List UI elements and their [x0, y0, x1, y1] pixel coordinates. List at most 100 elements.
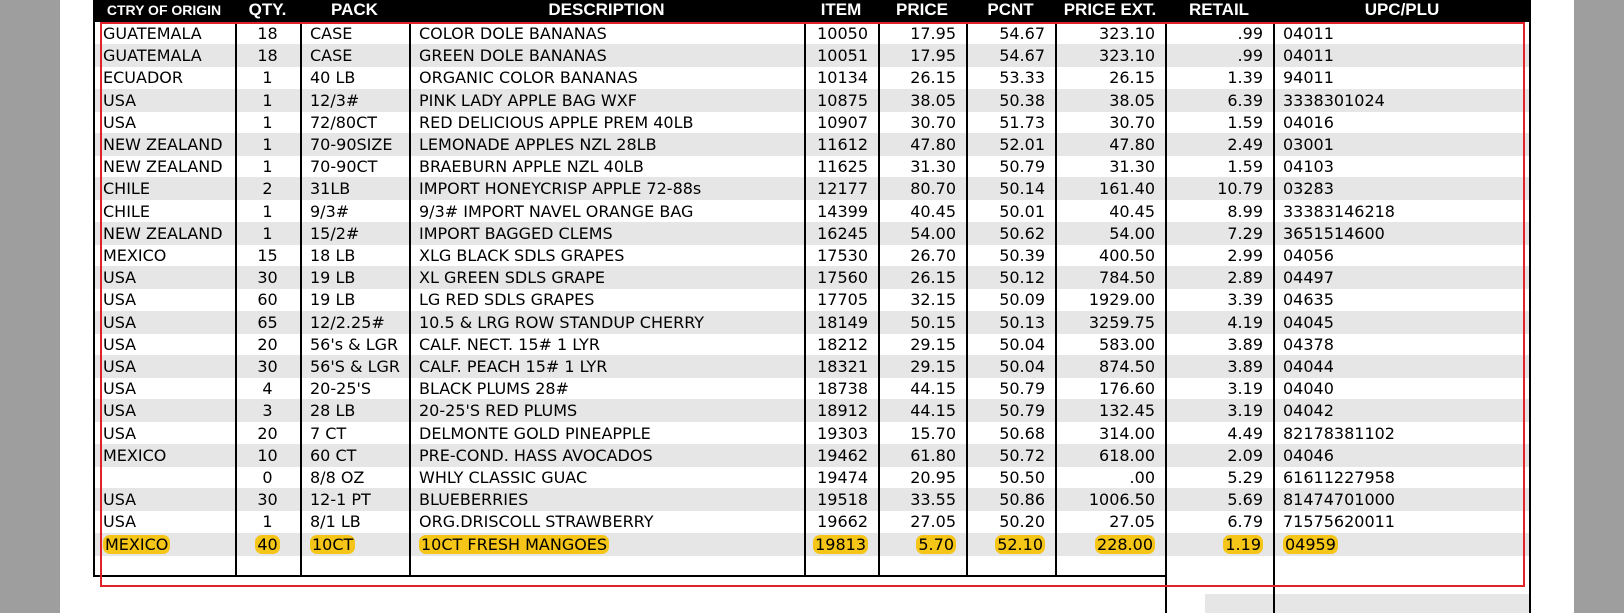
cell-text: USA	[103, 490, 137, 510]
cell-text: 50.86	[999, 490, 1045, 510]
cell-description: XL GREEN SDLS GRAPE	[419, 266, 804, 289]
cell-text: 18321	[817, 357, 868, 376]
cell-price: 26.15	[878, 266, 956, 289]
cell-retail: 5.69	[1165, 488, 1263, 511]
cell-price: 44.15	[878, 399, 956, 422]
cell-text: 19662	[817, 512, 868, 532]
cell-text: 132.45	[1099, 401, 1155, 421]
cell-text: 19 LB	[310, 290, 356, 310]
cell-text: 2	[262, 179, 273, 199]
cell-pcnt: 50.04	[966, 355, 1045, 378]
table-row: NEW ZEALAND 1 70-90CT BRAEBURN APPLE NZL 40…	[93, 155, 1531, 178]
column-divider	[1529, 0, 1531, 613]
cell-item: 19474	[804, 466, 868, 489]
table-row: ECUADOR 1 40 LB ORGANIC COLOR BANANAS 10134 2…	[93, 66, 1531, 89]
cell-item: 16245	[804, 222, 868, 245]
cell-pack: 19 LB	[310, 266, 409, 289]
cell-price: 38.05	[878, 89, 956, 112]
cell-pcnt: 50.50	[966, 466, 1045, 489]
table-row: USA 30 19 LB XL GREEN SDLS GRAPE 17560 26.15 5…	[93, 266, 1531, 290]
cell-origin: NEW ZEALAND	[103, 133, 235, 156]
cell-origin: MEXICO	[103, 533, 235, 556]
table-row: USA 30 56'S & LGR CALF. PEACH 15# 1 LYR 1832…	[93, 355, 1531, 378]
cell-upc: 04044	[1283, 355, 1531, 378]
cell-text: 80.70	[910, 179, 956, 199]
cell-text: 19813	[813, 534, 868, 554]
cell-origin: GUATEMALA	[103, 22, 235, 45]
cell-upc: 04378	[1283, 333, 1531, 356]
cell-qty: 10	[235, 444, 300, 467]
cell-price-ext: 27.05	[1055, 510, 1155, 533]
table-row: USA 65 12/2.25# 10.5 & LRG ROW STANDUP CHER…	[93, 310, 1531, 334]
cell-text: 26.15	[910, 268, 956, 288]
cell-text: 9/3# IMPORT NAVEL ORANGE BAG	[419, 201, 694, 221]
cell-item: 18738	[804, 377, 868, 400]
table-row: USA 20 7 CT DELMONTE GOLD PINEAPPLE 19303 15.…	[93, 422, 1531, 445]
cell-pcnt: 50.39	[966, 244, 1045, 267]
cell-qty: 1	[235, 133, 300, 156]
viewer-margin-left	[0, 0, 60, 613]
cell-text: MEXICO	[103, 246, 167, 265]
cell-text: 5.70	[916, 534, 956, 554]
cell-text: MEXICO	[103, 534, 171, 554]
cell-qty: 1	[235, 66, 300, 89]
cell-text: 4	[262, 379, 273, 399]
cell-text: 18	[257, 46, 278, 66]
cell-price-ext: 31.30	[1055, 155, 1155, 178]
cell-qty: 20	[235, 333, 300, 356]
cell-pcnt: 50.86	[966, 488, 1045, 511]
cell-pcnt: 52.10	[966, 533, 1045, 556]
cell-text: 47.80	[910, 135, 956, 154]
table-row: USA 1 12/3# PINK LADY APPLE BAG WXF 10875 38.…	[93, 88, 1531, 112]
column-divider	[1055, 0, 1057, 577]
cell-text: 10907	[817, 112, 868, 132]
cell-text: 1	[262, 223, 273, 243]
cell-text: 50.79	[999, 401, 1045, 421]
cell-text: 12177	[817, 179, 868, 199]
cell-upc: 33383146218	[1283, 200, 1531, 223]
cell-text: 50.68	[999, 423, 1045, 443]
cell-pcnt: 50.09	[966, 288, 1045, 311]
cell-origin: USA	[103, 333, 235, 356]
cell-text: 54.67	[999, 46, 1045, 66]
cell-qty: 3	[235, 399, 300, 422]
cell-text: 50.62	[999, 223, 1045, 243]
cell-text: IMPORT BAGGED CLEMS	[419, 223, 613, 243]
cell-text: 3.19	[1227, 401, 1263, 421]
cell-qty: 18	[235, 44, 300, 67]
cell-text: USA	[103, 512, 137, 532]
table-row: NEW ZEALAND 1 70-90SIZE LEMONADE APPLES NZL…	[93, 133, 1531, 156]
cell-text: 50.72	[999, 445, 1045, 465]
cell-description: XLG BLACK SDLS GRAPES	[419, 244, 804, 267]
cell-text: 2.99	[1227, 246, 1263, 265]
cell-price: 29.15	[878, 333, 956, 356]
cell-text: 50.20	[999, 512, 1045, 532]
cell-text: 50.01	[999, 201, 1045, 221]
column-divider	[1273, 0, 1275, 613]
cell-pcnt: 50.13	[966, 311, 1045, 334]
cell-price-ext: 38.05	[1055, 89, 1155, 112]
cell-text: 1	[262, 157, 273, 177]
cell-text: BLACK PLUMS 28#	[419, 379, 569, 399]
cell-description: IMPORT HONEYCRISP APPLE 72-88s	[419, 177, 804, 200]
column-header-price: PRICE	[896, 0, 948, 19]
column-header-item: ITEM	[820, 0, 862, 19]
cell-text: 04959	[1283, 534, 1338, 554]
cell-text: 7.29	[1227, 223, 1263, 243]
cell-upc: 81474701000	[1283, 488, 1531, 511]
cell-text: 17.95	[910, 46, 956, 66]
cell-text: 15/2#	[310, 223, 360, 243]
cell-text: CASE	[310, 24, 353, 43]
cell-item: 19518	[804, 488, 868, 511]
cell-text: LEMONADE APPLES NZL 28LB	[419, 135, 657, 154]
cell-qty: 20	[235, 422, 300, 445]
cell-text: 6.39	[1227, 90, 1263, 110]
cell-origin: ECUADOR	[103, 66, 235, 89]
cell-text: 3259.75	[1088, 312, 1155, 332]
cell-text: 15.70	[910, 423, 956, 443]
cell-text: 3.89	[1227, 357, 1263, 376]
cell-text: GUATEMALA	[103, 24, 202, 43]
cell-text: NEW ZEALAND	[103, 135, 223, 154]
cell-text: 50.38	[999, 90, 1045, 110]
cell-pack: 60 CT	[310, 444, 409, 467]
